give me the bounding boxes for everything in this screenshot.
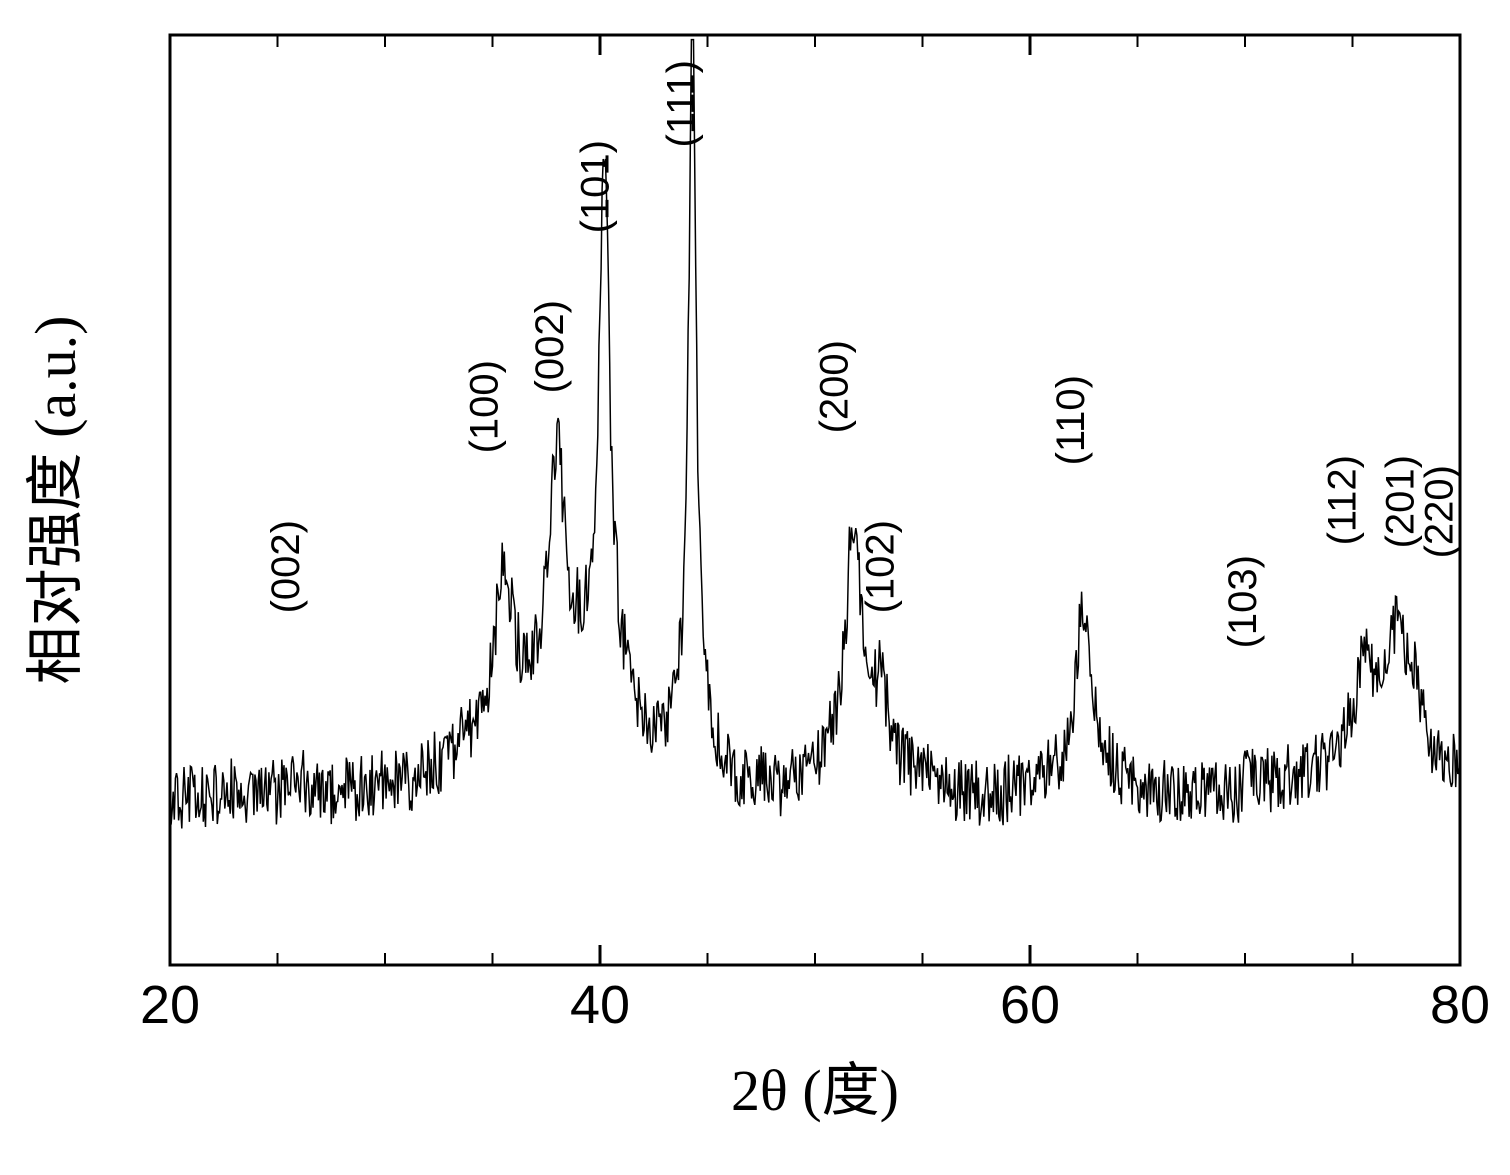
peak-label: (101) [573, 140, 617, 233]
x-tick-label: 40 [570, 975, 630, 1035]
peak-label: (002) [264, 520, 308, 613]
peak-label: (100) [462, 360, 506, 453]
peak-label: (111) [659, 60, 703, 147]
x-axis-label: 2θ (度) [731, 1058, 899, 1123]
peak-label: (103) [1221, 555, 1265, 648]
x-tick-label: 60 [1000, 975, 1060, 1035]
peak-label: (110) [1049, 375, 1093, 465]
xrd-chart: 20 40 60 80 2θ (度) 相对强度 (a.u.) (002) (100) (002)… [0, 0, 1510, 1175]
peak-label: (102) [859, 520, 903, 613]
peak-label: (112) [1320, 455, 1364, 545]
peak-label: (220) [1418, 465, 1462, 558]
x-tick-label: 80 [1430, 975, 1490, 1035]
chart-svg: 20 40 60 80 2θ (度) 相对强度 (a.u.) (002) (100) (002)… [0, 0, 1510, 1175]
peak-label: (201) [1379, 455, 1423, 548]
peak-label: (200) [813, 340, 857, 433]
x-tick-label: 20 [140, 975, 200, 1035]
peak-label: (002) [528, 300, 572, 393]
y-axis-label: 相对强度 (a.u.) [23, 316, 88, 685]
